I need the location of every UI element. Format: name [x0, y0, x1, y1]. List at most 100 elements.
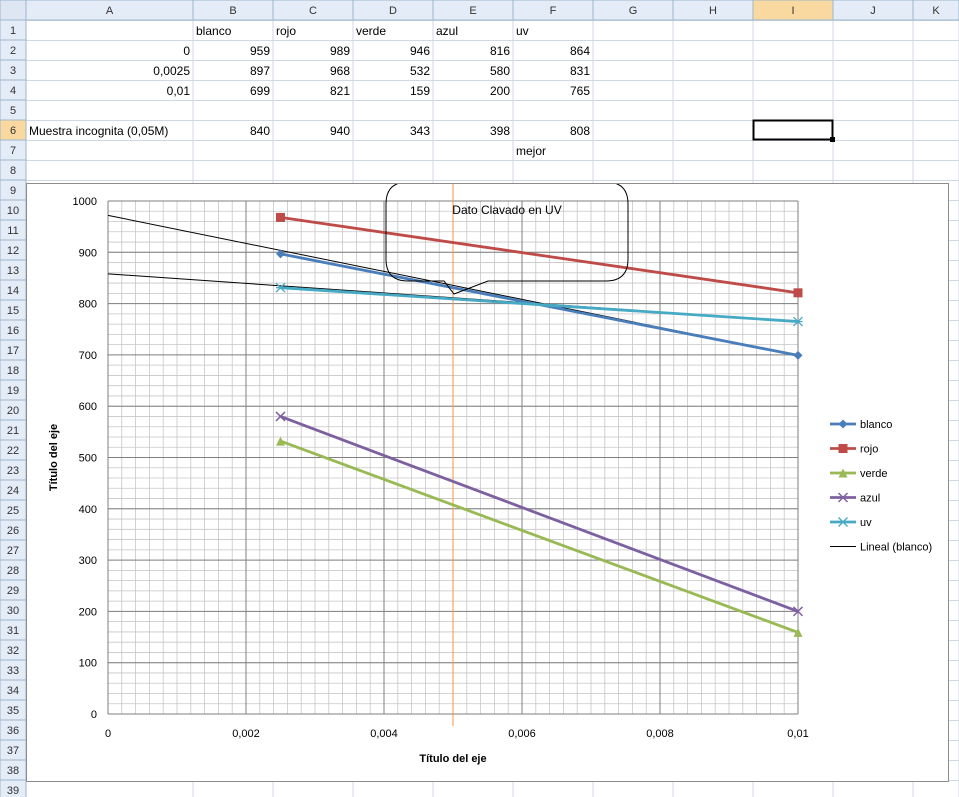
column-header-f[interactable]: F — [512, 0, 594, 21]
column-header-h[interactable]: H — [672, 0, 754, 21]
row-header-6[interactable]: 6 — [0, 119, 27, 141]
row-header-7[interactable]: 7 — [0, 139, 27, 161]
row-header-8[interactable]: 8 — [0, 159, 27, 181]
row-header-35[interactable]: 35 — [0, 699, 27, 721]
legend-item[interactable]: blanco — [830, 419, 892, 431]
column-header-a[interactable]: A — [25, 0, 194, 21]
sample-value-cell[interactable]: 398 — [490, 124, 510, 138]
row-header-13[interactable]: 13 — [0, 259, 27, 281]
marker-square — [793, 288, 803, 298]
y-tick-label: 700 — [79, 350, 97, 362]
data-cell[interactable]: 897 — [250, 64, 270, 78]
column-header-d[interactable]: D — [352, 0, 434, 21]
data-cell[interactable]: 864 — [570, 44, 590, 58]
legend-item[interactable]: Lineal (blanco) — [830, 542, 932, 554]
data-cell[interactable]: 580 — [490, 64, 510, 78]
row-header-4[interactable]: 4 — [0, 79, 27, 101]
row-header-18[interactable]: 18 — [0, 359, 27, 381]
note-cell[interactable]: mejor — [516, 144, 546, 158]
row-header-12[interactable]: 12 — [0, 239, 27, 261]
legend-item[interactable]: azul — [830, 492, 880, 505]
header-cell-b[interactable]: blanco — [196, 24, 232, 38]
row-header-30[interactable]: 30 — [0, 599, 27, 621]
row-header-22[interactable]: 22 — [0, 439, 27, 461]
callout-shape[interactable]: Dato Clavado en UV — [385, 184, 629, 295]
row-header-17[interactable]: 17 — [0, 339, 27, 361]
header-cell-d[interactable]: verde — [356, 24, 386, 38]
column-header-b[interactable]: B — [192, 0, 274, 21]
row-header-21[interactable]: 21 — [0, 419, 27, 441]
row-header-37[interactable]: 37 — [0, 739, 27, 761]
row-header-9[interactable]: 9 — [0, 179, 27, 201]
row-header-15[interactable]: 15 — [0, 299, 27, 321]
header-cell-f[interactable]: uv — [516, 24, 529, 38]
sample-value-cell[interactable]: 808 — [570, 124, 590, 138]
row-header-33[interactable]: 33 — [0, 659, 27, 681]
row-header-39[interactable]: 39 — [0, 779, 27, 797]
column-header-i[interactable]: I — [752, 0, 834, 21]
row-header-14[interactable]: 14 — [0, 279, 27, 301]
data-cell[interactable]: 200 — [490, 84, 510, 98]
row-header-34[interactable]: 34 — [0, 679, 27, 701]
row-header-24[interactable]: 24 — [0, 479, 27, 501]
series-azul[interactable] — [275, 411, 804, 617]
row-header-label: 7 — [10, 145, 16, 157]
data-cell[interactable]: 831 — [570, 64, 590, 78]
row-header-27[interactable]: 27 — [0, 539, 27, 561]
row-header-38[interactable]: 38 — [0, 759, 27, 781]
column-header-e[interactable]: E — [432, 0, 514, 21]
line-chart[interactable]: 0 0,002 0,004 0,006 0,008 0,01 0 100 200 300 400 50… — [26, 183, 949, 782]
column-header-k[interactable]: K — [912, 0, 959, 21]
sample-value-cell[interactable]: 940 — [330, 124, 350, 138]
row-header-36[interactable]: 36 — [0, 719, 27, 741]
header-cell-e[interactable]: azul — [436, 24, 458, 38]
row-header-10[interactable]: 10 — [0, 199, 27, 221]
sample-label-cell[interactable]: Muestra incognita (0,05M) — [29, 124, 168, 138]
data-cell[interactable]: 0,0025 — [153, 64, 190, 78]
data-cell[interactable]: 532 — [410, 64, 430, 78]
selected-cell[interactable] — [752, 119, 834, 141]
series-uv[interactable] — [275, 282, 803, 327]
row-header-25[interactable]: 25 — [0, 499, 27, 521]
data-cell[interactable]: 0 — [183, 44, 190, 58]
row-header-20[interactable]: 20 — [0, 399, 27, 421]
row-header-11[interactable]: 11 — [0, 219, 27, 241]
row-header-19[interactable]: 19 — [0, 379, 27, 401]
row-header-29[interactable]: 29 — [0, 579, 27, 601]
series-verde[interactable] — [276, 436, 803, 637]
data-cell[interactable]: 699 — [250, 84, 270, 98]
fill-handle[interactable] — [830, 137, 835, 142]
marker-triangle — [793, 627, 803, 637]
row-header-31[interactable]: 31 — [0, 619, 27, 641]
sample-value-cell[interactable]: 840 — [250, 124, 270, 138]
data-cell[interactable]: 765 — [570, 84, 590, 98]
row-header-1[interactable]: 1 — [0, 19, 27, 41]
data-cell[interactable]: 0,01 — [167, 84, 191, 98]
row-header-32[interactable]: 32 — [0, 639, 27, 661]
row-header-2[interactable]: 2 — [0, 39, 27, 61]
data-cell[interactable]: 159 — [410, 84, 430, 98]
column-header-g[interactable]: G — [592, 0, 674, 21]
header-cell-c[interactable]: rojo — [276, 24, 296, 38]
row-header-23[interactable]: 23 — [0, 459, 27, 481]
data-cell[interactable]: 946 — [410, 44, 430, 58]
chart-legend[interactable]: blanco rojo verde azul uv Lineal (blanco) — [830, 419, 932, 554]
data-cell[interactable]: 816 — [490, 44, 510, 58]
legend-item[interactable]: verde — [830, 468, 888, 480]
series-rojo[interactable] — [276, 212, 803, 298]
column-header-j[interactable]: J — [832, 0, 914, 21]
data-cell[interactable]: 959 — [250, 44, 270, 58]
data-cell[interactable]: 821 — [330, 84, 350, 98]
row-header-28[interactable]: 28 — [0, 559, 27, 581]
data-cell[interactable]: 989 — [330, 44, 350, 58]
select-all-corner[interactable] — [0, 0, 27, 21]
legend-item[interactable]: rojo — [830, 444, 878, 456]
row-header-5[interactable]: 5 — [0, 99, 27, 121]
legend-item[interactable]: uv — [830, 517, 872, 529]
row-header-16[interactable]: 16 — [0, 319, 27, 341]
column-header-c[interactable]: C — [272, 0, 354, 21]
data-cell[interactable]: 968 — [330, 64, 350, 78]
row-header-26[interactable]: 26 — [0, 519, 27, 541]
row-header-3[interactable]: 3 — [0, 59, 27, 81]
sample-value-cell[interactable]: 343 — [410, 124, 430, 138]
